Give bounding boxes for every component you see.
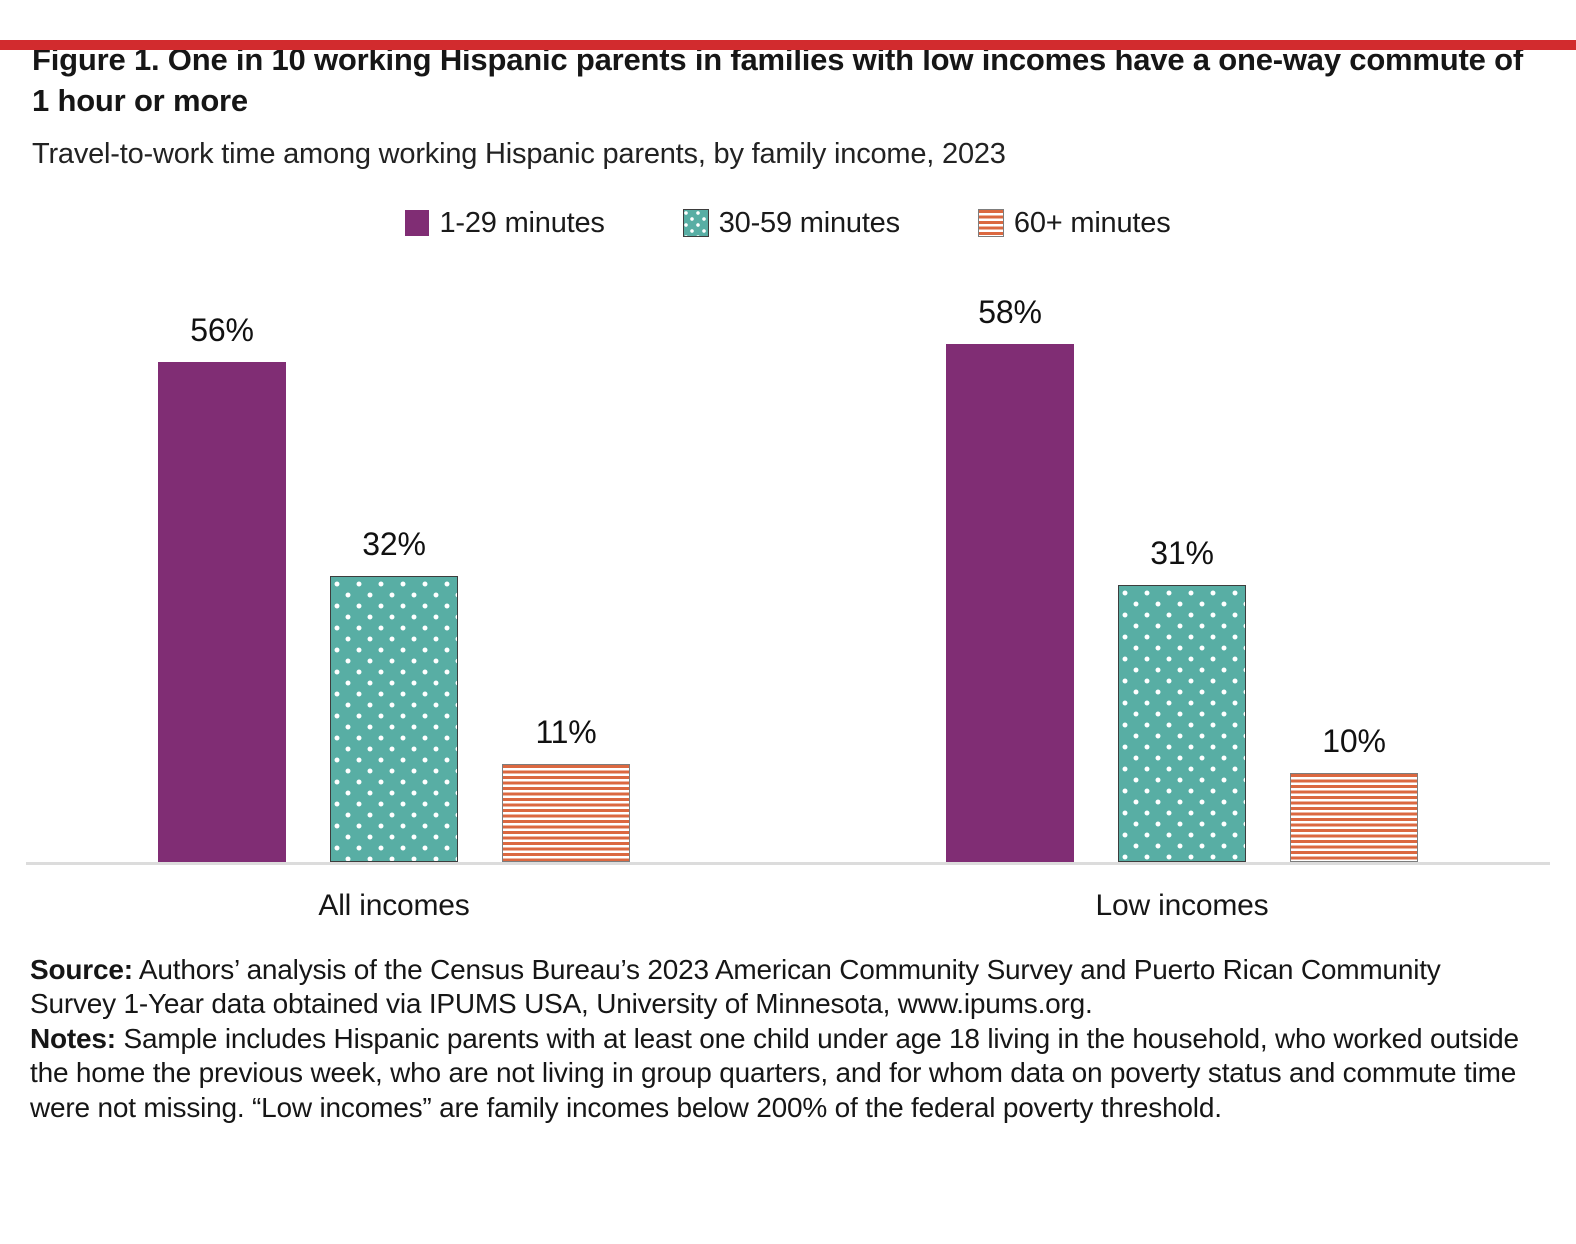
bar-rect	[330, 575, 458, 862]
category-label: Low incomes	[1095, 888, 1269, 922]
bar-value-label: 10%	[1322, 722, 1386, 759]
chart-legend: 1-29 minutes 30-59 minutes 60+ minutes	[0, 207, 1576, 240]
bar-chart: 56% 32% 11% 58% 31% 10% All incomes Low income…	[0, 266, 1576, 923]
legend-label: 30-59 minutes	[718, 206, 900, 239]
bar: 10%	[1290, 723, 1418, 862]
legend-item-3: 60+ minutes	[977, 206, 1171, 240]
source-note: Source: Authors’ analysis of the Census …	[30, 953, 1530, 1022]
legend-swatch-icon	[977, 209, 1004, 238]
source-text: Authors’ analysis of the Census Bureau’s…	[30, 953, 1441, 1020]
figure-title: Figure 1. One in 10 working Hispanic par…	[32, 42, 1523, 118]
bar-rect	[1290, 772, 1418, 862]
legend-item-2: 30-59 minutes	[682, 206, 900, 240]
bar: 31%	[1118, 535, 1246, 862]
legend-swatch-icon	[682, 209, 709, 238]
figure-footnotes: Source: Authors’ analysis of the Census …	[30, 953, 1530, 1125]
legend-label: 1-29 minutes	[439, 206, 605, 239]
notes-text: Sample includes Hispanic parents with at…	[30, 1022, 1519, 1123]
figure-page: Figure 1. One in 10 working Hispanic par…	[0, 40, 1576, 1244]
notes-label: Notes:	[30, 1022, 116, 1054]
x-axis-labels: All incomes Low incomes	[0, 889, 1576, 923]
bar-group-2: 58% 31% 10%	[788, 266, 1576, 862]
bar: 58%	[946, 294, 1074, 862]
bar-rect	[502, 763, 630, 862]
legend-label: 60+ minutes	[1013, 206, 1171, 239]
bar-rect	[158, 361, 286, 862]
bar-value-label: 31%	[1150, 534, 1214, 571]
bar-value-label: 58%	[978, 293, 1042, 330]
legend-swatch-icon	[405, 210, 430, 237]
bar: 11%	[502, 714, 630, 862]
bar-value-label: 11%	[535, 713, 597, 750]
bar-rect	[1118, 584, 1246, 862]
figure-subtitle: Travel-to-work time among working Hispan…	[32, 137, 1006, 170]
source-label: Source:	[30, 953, 133, 985]
bar: 32%	[330, 526, 458, 862]
bar: 56%	[158, 312, 286, 862]
bar-rect	[946, 343, 1074, 862]
chart-plot-area: 56% 32% 11% 58% 31% 10%	[0, 266, 1576, 862]
notes-note: Notes: Sample includes Hispanic parents …	[30, 1022, 1530, 1125]
category-label: All incomes	[318, 888, 470, 922]
x-axis-line	[26, 861, 1550, 865]
bar-group-1: 56% 32% 11%	[0, 266, 788, 862]
accent-top-bar	[0, 40, 1576, 50]
bar-value-label: 56%	[190, 311, 254, 348]
legend-item-1: 1-29 minutes	[405, 206, 605, 240]
bar-value-label: 32%	[362, 525, 426, 562]
